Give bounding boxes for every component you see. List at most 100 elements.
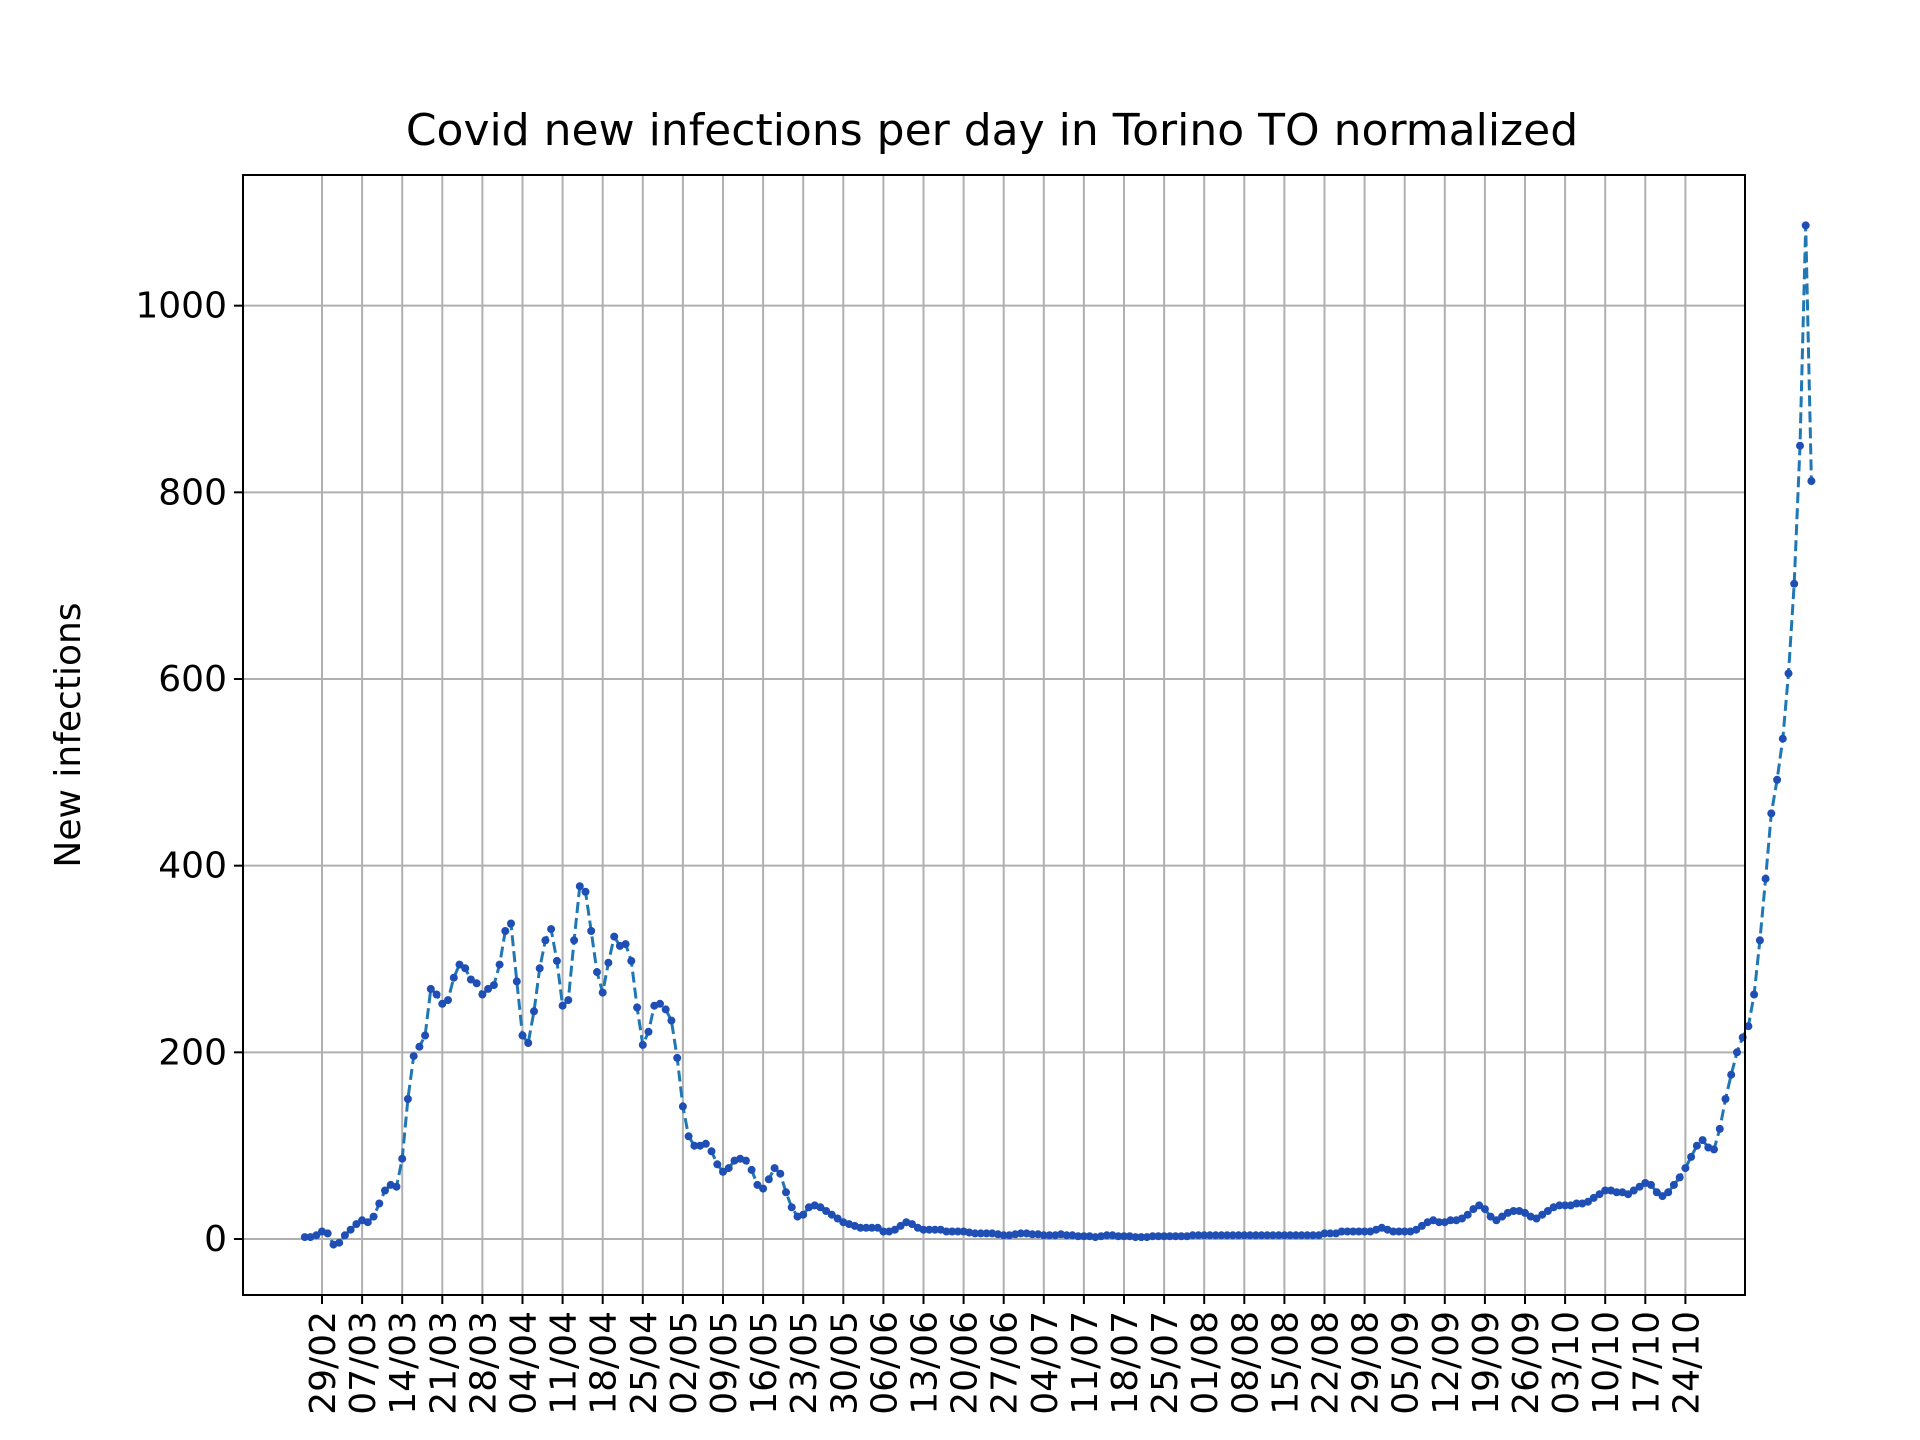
- data-point: [1246, 1231, 1254, 1240]
- x-tick-label: 02/05: [664, 1311, 705, 1415]
- data-point: [822, 1207, 831, 1215]
- data-point: [598, 988, 607, 997]
- data-point: [541, 936, 550, 945]
- data-point: [1555, 1201, 1564, 1210]
- data-point: [455, 960, 464, 969]
- data-point: [741, 1156, 750, 1165]
- data-point: [610, 932, 619, 941]
- data-point: [1211, 1231, 1220, 1240]
- data-point: [1721, 1095, 1730, 1103]
- data-point: [1223, 1231, 1232, 1240]
- data-point: [1303, 1231, 1312, 1240]
- data-point: [867, 1223, 876, 1232]
- x-tick-label: 22/08: [1306, 1311, 1347, 1415]
- data-point: [661, 1005, 670, 1014]
- data-point: [300, 1233, 309, 1242]
- x-tick-label: 29/08: [1346, 1311, 1387, 1415]
- data-point: [1280, 1231, 1289, 1240]
- x-tick-label: 27/06: [985, 1311, 1026, 1415]
- data-point: [1016, 1229, 1025, 1238]
- data-point: [942, 1227, 951, 1236]
- data-point: [1492, 1216, 1501, 1225]
- y-tick-label: 400: [158, 846, 227, 887]
- data-point: [363, 1218, 372, 1227]
- x-tick-label: 18/04: [584, 1311, 625, 1415]
- data-point: [1687, 1152, 1696, 1161]
- data-point: [1074, 1232, 1083, 1241]
- x-tick-label: 11/04: [544, 1311, 585, 1415]
- data-point: [507, 919, 515, 928]
- data-point: [409, 1052, 418, 1061]
- data-point: [770, 1164, 779, 1173]
- data-point: [856, 1223, 865, 1232]
- series-infections: [300, 221, 1816, 1249]
- data-point: [1297, 1231, 1306, 1240]
- x-tick-label: 12/09: [1426, 1311, 1467, 1415]
- data-point: [1755, 936, 1764, 945]
- data-point: [466, 975, 475, 984]
- data-point: [1480, 1205, 1489, 1214]
- data-point: [879, 1227, 888, 1236]
- data-point: [398, 1154, 407, 1163]
- data-point: [524, 1039, 533, 1047]
- data-point: [1205, 1231, 1214, 1240]
- data-point: [547, 925, 556, 934]
- x-tick-label: 25/07: [1145, 1311, 1186, 1415]
- data-point: [1595, 1190, 1604, 1199]
- data-point: [816, 1203, 825, 1212]
- data-point: [593, 968, 601, 977]
- data-point: [1131, 1233, 1140, 1242]
- data-point: [1045, 1231, 1054, 1240]
- x-tick-label: 15/08: [1265, 1311, 1306, 1415]
- data-point: [627, 956, 636, 965]
- data-point: [919, 1225, 928, 1234]
- data-point: [1217, 1231, 1226, 1240]
- data-point: [1509, 1207, 1518, 1215]
- data-point: [1165, 1232, 1174, 1241]
- grid-lines: [243, 175, 1745, 1295]
- data-point: [501, 927, 510, 935]
- x-tick-label: 20/06: [945, 1311, 986, 1415]
- data-point: [787, 1203, 796, 1212]
- data-point: [1647, 1180, 1655, 1189]
- x-tick-label: 03/10: [1546, 1311, 1587, 1415]
- x-tick-label: 29/02: [303, 1311, 344, 1415]
- data-point: [1727, 1070, 1736, 1079]
- data-point: [604, 958, 613, 967]
- x-tick-label: 11/07: [1065, 1311, 1106, 1415]
- data-point: [873, 1223, 882, 1232]
- x-tick-label: 23/05: [784, 1311, 825, 1415]
- data-point: [1664, 1188, 1673, 1197]
- data-point: [552, 956, 561, 965]
- data-point: [1395, 1227, 1403, 1236]
- data-point: [375, 1199, 384, 1208]
- data-point: [724, 1164, 733, 1173]
- x-tick-label: 13/06: [905, 1311, 946, 1415]
- data-point: [1160, 1232, 1169, 1241]
- data-point: [1681, 1164, 1690, 1173]
- data-point: [403, 1095, 412, 1103]
- data-point: [656, 999, 664, 1008]
- data-point: [678, 1102, 687, 1111]
- data-point: [535, 964, 544, 973]
- data-point: [1675, 1173, 1684, 1182]
- data-point: [1601, 1186, 1610, 1195]
- data-point: [1652, 1188, 1661, 1197]
- data-point: [1188, 1231, 1197, 1240]
- data-point: [1733, 1048, 1741, 1057]
- data-point: [461, 964, 470, 973]
- data-point: [633, 1003, 642, 1012]
- data-point: [432, 990, 441, 999]
- data-point: [1807, 477, 1816, 486]
- data-point: [1624, 1190, 1633, 1199]
- data-point: [1589, 1193, 1598, 1202]
- data-point: [512, 977, 521, 986]
- data-point: [1337, 1227, 1346, 1236]
- data-point: [1349, 1227, 1358, 1236]
- data-point: [1240, 1231, 1249, 1240]
- data-point: [472, 979, 481, 988]
- data-point: [581, 887, 590, 896]
- x-tick-label: 30/05: [824, 1311, 865, 1415]
- data-point: [438, 999, 447, 1008]
